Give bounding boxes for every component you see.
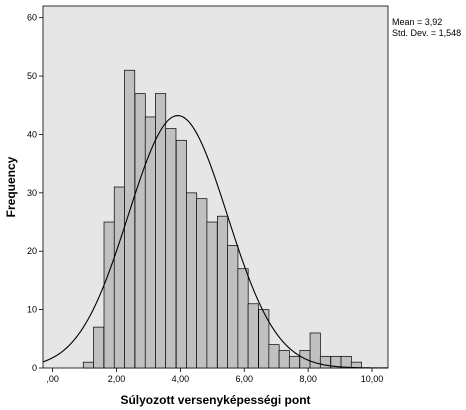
y-tick-label: 30	[27, 188, 37, 198]
histogram-bar	[258, 309, 270, 369]
histogram-bar	[288, 355, 300, 369]
x-tick-label: 2,00	[108, 374, 126, 384]
y-tick-label: 40	[27, 129, 37, 139]
histogram-bar	[103, 221, 115, 369]
sd-stat: Std. Dev. = 1,548	[392, 28, 461, 38]
histogram-bar	[217, 215, 229, 369]
x-axis-title: Súlyozott versenyképességi pont	[120, 393, 310, 407]
x-tick-label: 4,00	[172, 374, 190, 384]
y-tick-label: 10	[27, 305, 37, 315]
histogram-bar	[155, 93, 167, 369]
histogram-bar	[165, 128, 177, 369]
y-tick-label: 50	[27, 71, 37, 81]
histogram-bar	[82, 361, 94, 369]
histogram-bar	[175, 139, 187, 369]
histogram-bar	[268, 344, 280, 369]
histogram-bar	[278, 350, 290, 369]
mean-stat: Mean = 3,92	[392, 17, 442, 27]
histogram-bar	[124, 69, 136, 369]
histogram-bar	[134, 93, 146, 369]
x-tick-label: ,00	[46, 374, 59, 384]
histogram-bars	[82, 69, 362, 369]
histogram-bar	[144, 116, 156, 369]
histogram-bar	[319, 355, 331, 369]
axes: 0 10 20 30 40 50 60 ,00 2,00 4,00 6,00 8,00 10,00	[27, 13, 383, 384]
histogram-bar	[237, 268, 249, 369]
histogram-bar	[309, 332, 321, 369]
histogram-bar	[186, 192, 198, 369]
histogram-bar	[196, 198, 208, 369]
x-tick-label: 6,00	[235, 374, 253, 384]
y-axis-title: Frequency	[4, 156, 18, 217]
histogram-bar	[93, 326, 105, 369]
histogram-bar	[113, 186, 125, 369]
x-tick-label: 8,00	[299, 374, 317, 384]
histogram-bar	[247, 303, 259, 369]
y-tick-label: 20	[27, 246, 37, 256]
normal-curve	[42, 115, 388, 369]
x-tick-label: 10,00	[361, 374, 384, 384]
y-tick-label: 0	[32, 363, 37, 373]
histogram-bar	[206, 221, 218, 369]
histogram-bar	[227, 245, 239, 369]
histogram-bar	[340, 355, 352, 369]
y-tick-label: 60	[27, 13, 37, 23]
